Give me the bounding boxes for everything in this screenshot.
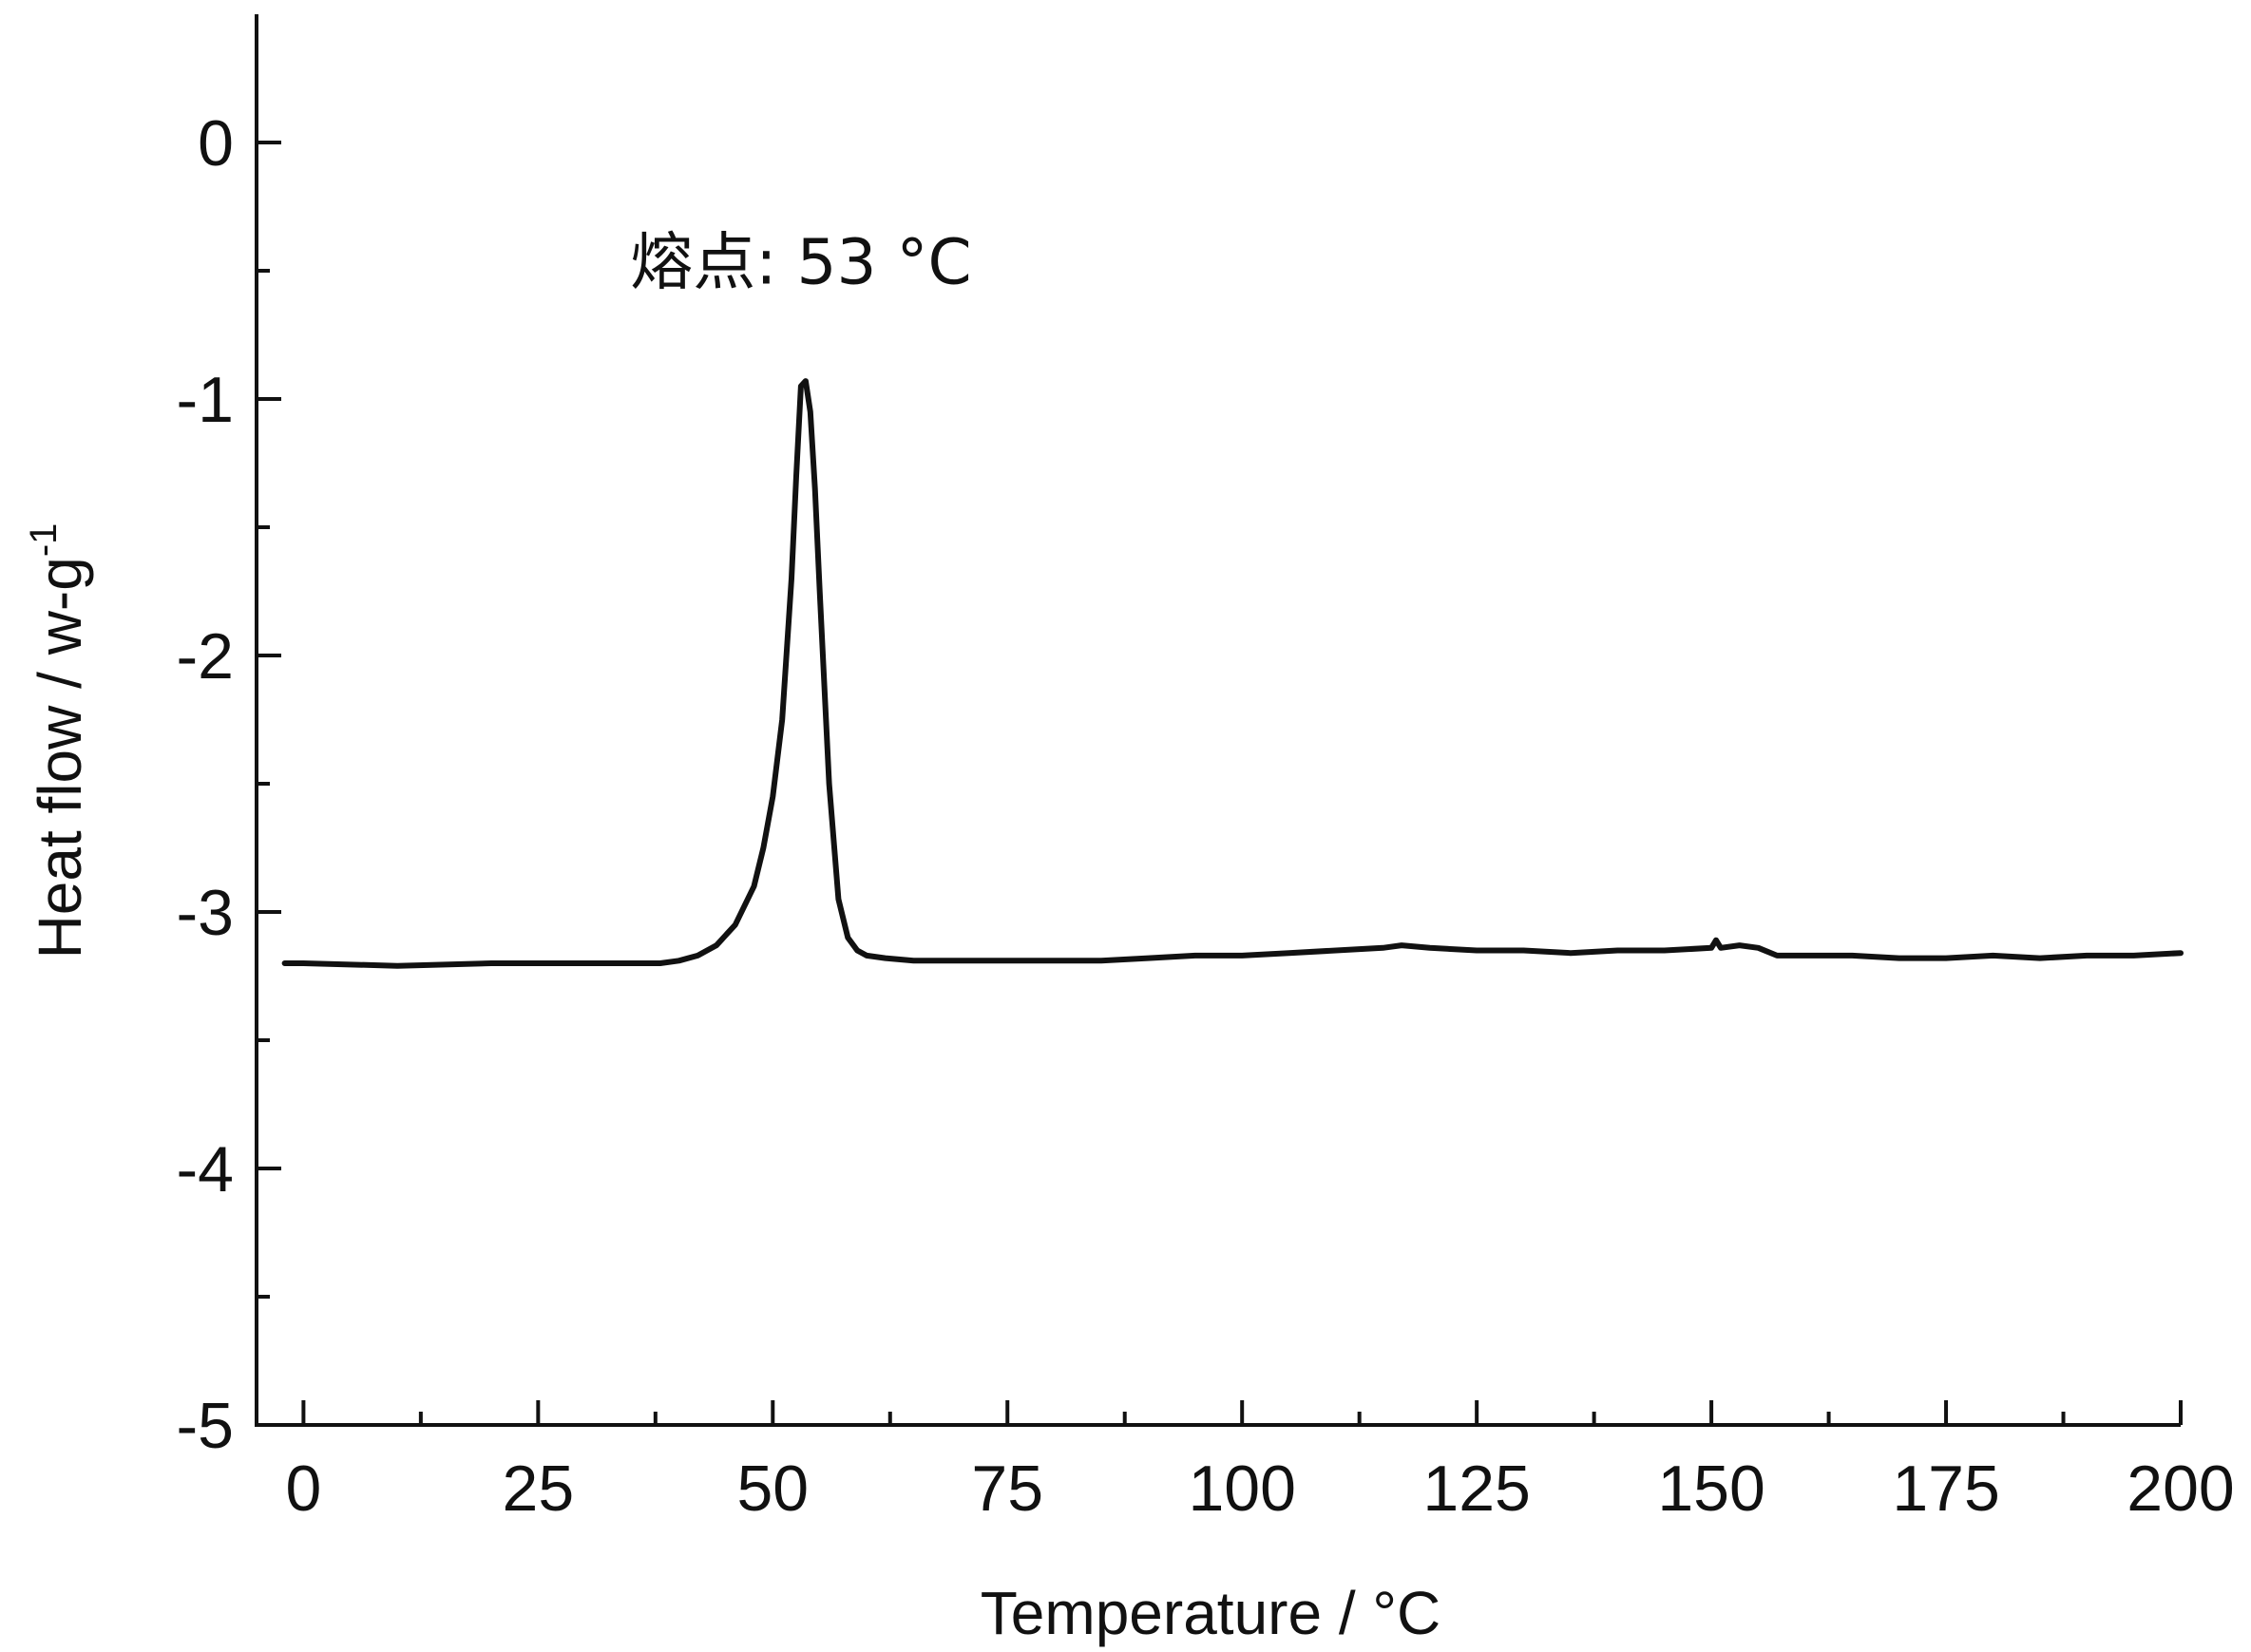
x-tick-label: 125 <box>1422 1453 1530 1525</box>
y-axis-title-main: Heat flow / w-g <box>26 557 94 959</box>
y-tick-label: -1 <box>177 364 234 436</box>
x-tick-label: 150 <box>1657 1453 1765 1525</box>
x-tick-label: 50 <box>736 1453 809 1525</box>
y-tick-label: 0 <box>198 107 234 180</box>
x-tick-label: 25 <box>503 1453 575 1525</box>
y-axis-title-superscript: -1 <box>23 523 65 558</box>
x-tick-label: 0 <box>285 1453 321 1525</box>
heat-flow-curve <box>281 378 2184 969</box>
y-tick-label: -3 <box>177 877 234 949</box>
ticks-layer <box>257 141 2183 1427</box>
x-tick-label: 100 <box>1188 1453 1295 1525</box>
tick-labels-layer: 0 25 50 75 100 125 150 175 200 0 -1 -2 -3 -4 -5 <box>177 107 2235 1525</box>
y-tick-label: -4 <box>177 1133 234 1206</box>
x-axis-title: Temperature / °C <box>981 1579 1440 1647</box>
x-tick-label: 75 <box>971 1453 1043 1525</box>
y-tick-label: -2 <box>177 620 234 693</box>
x-tick-label: 200 <box>2127 1453 2234 1525</box>
plot-frame <box>255 14 2181 1427</box>
y-axis-title: Heat flow / w-g-1 <box>23 523 94 959</box>
melting-point-annotation: 熔点: 53 °C <box>630 226 971 299</box>
x-tick-label: 175 <box>1892 1453 1999 1525</box>
y-tick-label: -5 <box>177 1390 234 1462</box>
